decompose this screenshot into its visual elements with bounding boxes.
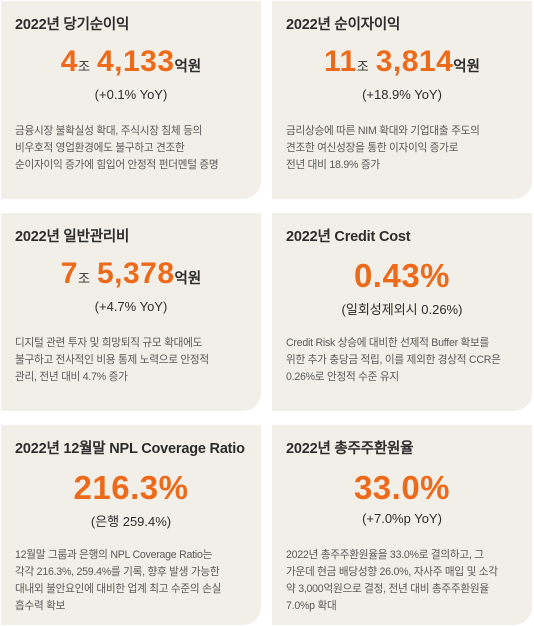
desc-line: 약 3,000억원으로 결정, 전년 대비 총주주환원율: [286, 583, 489, 595]
desc-line: 각각 216.3%, 259.4%를 기록, 향후 발생 가능한: [15, 566, 220, 578]
bank-coverage: (은행 259.4%): [90, 514, 172, 529]
desc-line: 가운데 현금 배당성향 26.0%, 자사주 매입 및 소각: [286, 566, 498, 578]
desc-line: 위한 추가 충당금 적립, 이를 제외한 경상적 CCR은: [286, 354, 501, 366]
excluding-one-off: (일회성제외시 0.26%): [341, 302, 463, 317]
unit-won: 억원: [453, 59, 480, 75]
card-title: 2022년 총주주환원율: [286, 441, 414, 457]
headline-figure: 4조 4,133억원: [1, 47, 261, 77]
desc-line: 대내외 불안요인에 대비한 업계 최고 수준의 손실: [15, 583, 222, 595]
desc-line: 견조한 여신성장을 통한 이자이익 증가로: [286, 142, 459, 154]
yoy-change: (+4.7% YoY): [94, 299, 168, 314]
card-title: 2022년 Credit Cost: [286, 229, 411, 245]
headline-figure: 7조 5,378억원: [1, 259, 261, 289]
card-npl-coverage: 2022년 12월말 NPL Coverage Ratio 216.3% (은행…: [1, 425, 261, 625]
card-description: 디지털 관련 투자 및 희망퇴직 규모 확대에도 불구하고 전사적인 비용 통제…: [15, 335, 251, 386]
desc-line: 금융시장 불확실성 확대, 주식시장 침체 등의: [15, 125, 203, 137]
desc-line: 금리상승에 따른 NIM 확대와 기업대출 주도의: [286, 125, 480, 137]
headline-figure: 33.0%: [272, 471, 532, 504]
yoy-change: (+0.1% YoY): [94, 87, 168, 102]
figure-trillion: 11: [324, 45, 357, 78]
desc-line: 7.0%p 확대: [286, 600, 337, 612]
headline-figure: 216.3%: [1, 471, 261, 504]
unit-trillion: 조: [77, 59, 90, 74]
npl-coverage-value: 216.3%: [73, 469, 189, 506]
desc-line: 디지털 관련 투자 및 희망퇴직 규모 확대에도: [15, 337, 203, 349]
card-general-admin-expense: 2022년 일반관리비 7조 5,378억원 (+4.7% YoY) 디지털 관련…: [1, 213, 261, 411]
yoy-change: (+7.0%p YoY): [362, 511, 442, 526]
desc-line: 불구하고 전사적인 비용 통제 노력으로 안정적: [15, 354, 209, 366]
figure-hundred-million: 3,814: [375, 45, 454, 78]
desc-line: 비우호적 영업환경에도 불구하고 견조한: [15, 142, 185, 154]
unit-trillion: 조: [77, 271, 90, 286]
yoy-change: (+18.9% YoY): [362, 87, 442, 102]
card-credit-cost: 2022년 Credit Cost 0.43% (일회성제외시 0.26%) C…: [272, 213, 532, 411]
desc-line: Credit Risk 상승에 대비한 선제적 Buffer 확보를: [286, 337, 490, 349]
headline-figure: 11조 3,814억원: [272, 47, 532, 77]
figure-hundred-million: 5,378: [96, 257, 175, 290]
card-description: Credit Risk 상승에 대비한 선제적 Buffer 확보를 위한 추가…: [286, 335, 522, 386]
headline-figure: 0.43%: [272, 259, 532, 292]
card-title: 2022년 당기순이익: [15, 17, 130, 33]
desc-line: 12월말 그룹과 은행의 NPL Coverage Ratio는: [15, 549, 213, 561]
figure-trillion: 7: [60, 257, 78, 290]
unit-won: 억원: [174, 59, 202, 75]
card-description: 2022년 총주주환원율을 33.0%로 결의하고, 그 가운데 현금 배당성향…: [286, 547, 522, 615]
desc-line: 순이자이익 증가에 힘입어 안정적 펀더멘털 증명: [15, 159, 219, 171]
card-net-income: 2022년 당기순이익 4조 4,133억원 (+0.1% YoY) 금융시장 불…: [1, 1, 261, 199]
shareholder-return-value: 33.0%: [353, 469, 451, 506]
unit-trillion: 조: [356, 59, 369, 74]
card-shareholder-return: 2022년 총주주환원율 33.0% (+7.0%p YoY) 2022년 총주…: [272, 425, 532, 625]
desc-line: 0.26%로 안정적 수준 유지: [286, 371, 399, 383]
desc-line: 관리, 전년 대비 4.7% 증가: [15, 371, 128, 383]
desc-line: 전년 대비 18.9% 증가: [286, 159, 380, 171]
card-description: 금리상승에 따른 NIM 확대와 기업대출 주도의 견조한 여신성장을 통한 이…: [286, 123, 522, 174]
card-net-interest-income: 2022년 순이자이익 11조 3,814억원 (+18.9% YoY) 금리상승…: [272, 1, 532, 199]
desc-line: 2022년 총주주환원율을 33.0%로 결의하고, 그: [286, 549, 484, 561]
desc-line: 흡수력 확보: [15, 600, 66, 612]
card-title: 2022년 12월말 NPL Coverage Ratio: [15, 441, 245, 457]
figure-hundred-million: 4,133: [96, 45, 175, 78]
card-description: 12월말 그룹과 은행의 NPL Coverage Ratio는 각각 216.…: [15, 547, 251, 615]
card-title: 2022년 일반관리비: [15, 229, 130, 245]
card-title: 2022년 순이자이익: [286, 17, 401, 33]
unit-won: 억원: [174, 271, 202, 287]
credit-cost-value: 0.43%: [353, 257, 451, 294]
card-description: 금융시장 불확실성 확대, 주식시장 침체 등의 비우호적 영업환경에도 불구하…: [15, 123, 251, 174]
figure-trillion: 4: [60, 45, 78, 78]
